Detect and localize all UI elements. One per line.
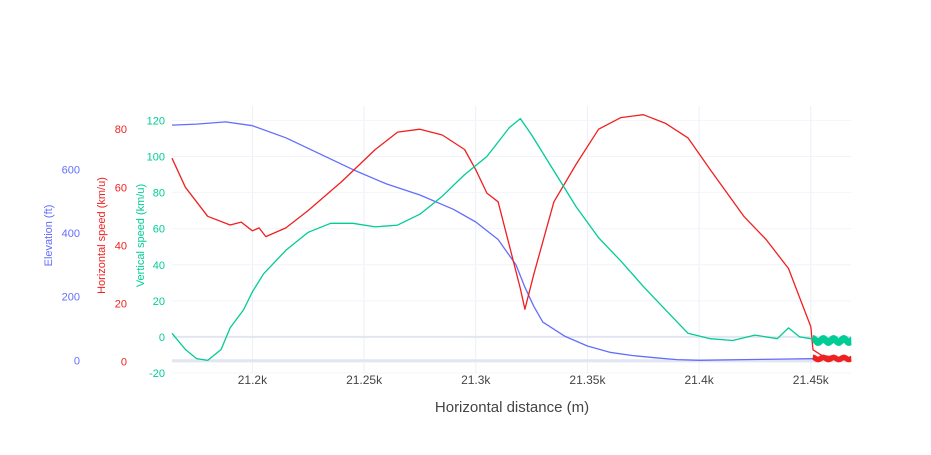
y-tick-label: 0 <box>159 332 165 344</box>
y-tick-label: 20 <box>115 298 127 310</box>
y-tick-label: 400 <box>62 228 80 240</box>
y-axis-label: Horizontal speed (km/u) <box>96 177 108 294</box>
y-tick-label: -20 <box>149 368 165 380</box>
y-tick-label: 0 <box>121 356 127 368</box>
x-tick-label: 21.45k <box>793 373 830 387</box>
x-axis-label: Horizontal distance (m) <box>435 399 589 416</box>
y-tick-label: 40 <box>115 240 127 252</box>
series-line <box>171 114 852 360</box>
y-tick-label: 80 <box>115 124 127 136</box>
y-axis-label: Vertical speed (km/u) <box>135 184 147 287</box>
x-tick-label: 21.25k <box>346 373 383 387</box>
y-tick-label: 100 <box>147 152 165 164</box>
y-tick-label: 60 <box>115 182 127 194</box>
y-tick-label: 60 <box>153 224 165 236</box>
y-tick-label: 20 <box>153 296 165 308</box>
series-line <box>171 121 851 361</box>
x-tick-label: 21.4k <box>684 373 714 387</box>
y-tick-label: 120 <box>147 115 165 127</box>
grid <box>172 106 851 374</box>
series-noise <box>812 335 852 346</box>
y-axis-label: Elevation (ft) <box>43 205 55 267</box>
series <box>171 114 852 363</box>
y-tick-label: 200 <box>62 292 80 304</box>
x-tick-label: 21.2k <box>238 373 268 387</box>
axes: 21.2k 21.25k 21.3k 21.35k 21.4k 21.45k0200400… <box>43 115 830 387</box>
series-noise <box>812 354 852 363</box>
y-tick-label: 40 <box>153 260 165 272</box>
y-tick-label: 80 <box>153 188 165 200</box>
y-tick-label: 0 <box>74 355 80 367</box>
x-tick-label: 21.35k <box>569 373 606 387</box>
y-tick-label: 600 <box>62 165 80 177</box>
series-line <box>171 117 851 362</box>
x-tick-label: 21.3k <box>461 373 491 387</box>
